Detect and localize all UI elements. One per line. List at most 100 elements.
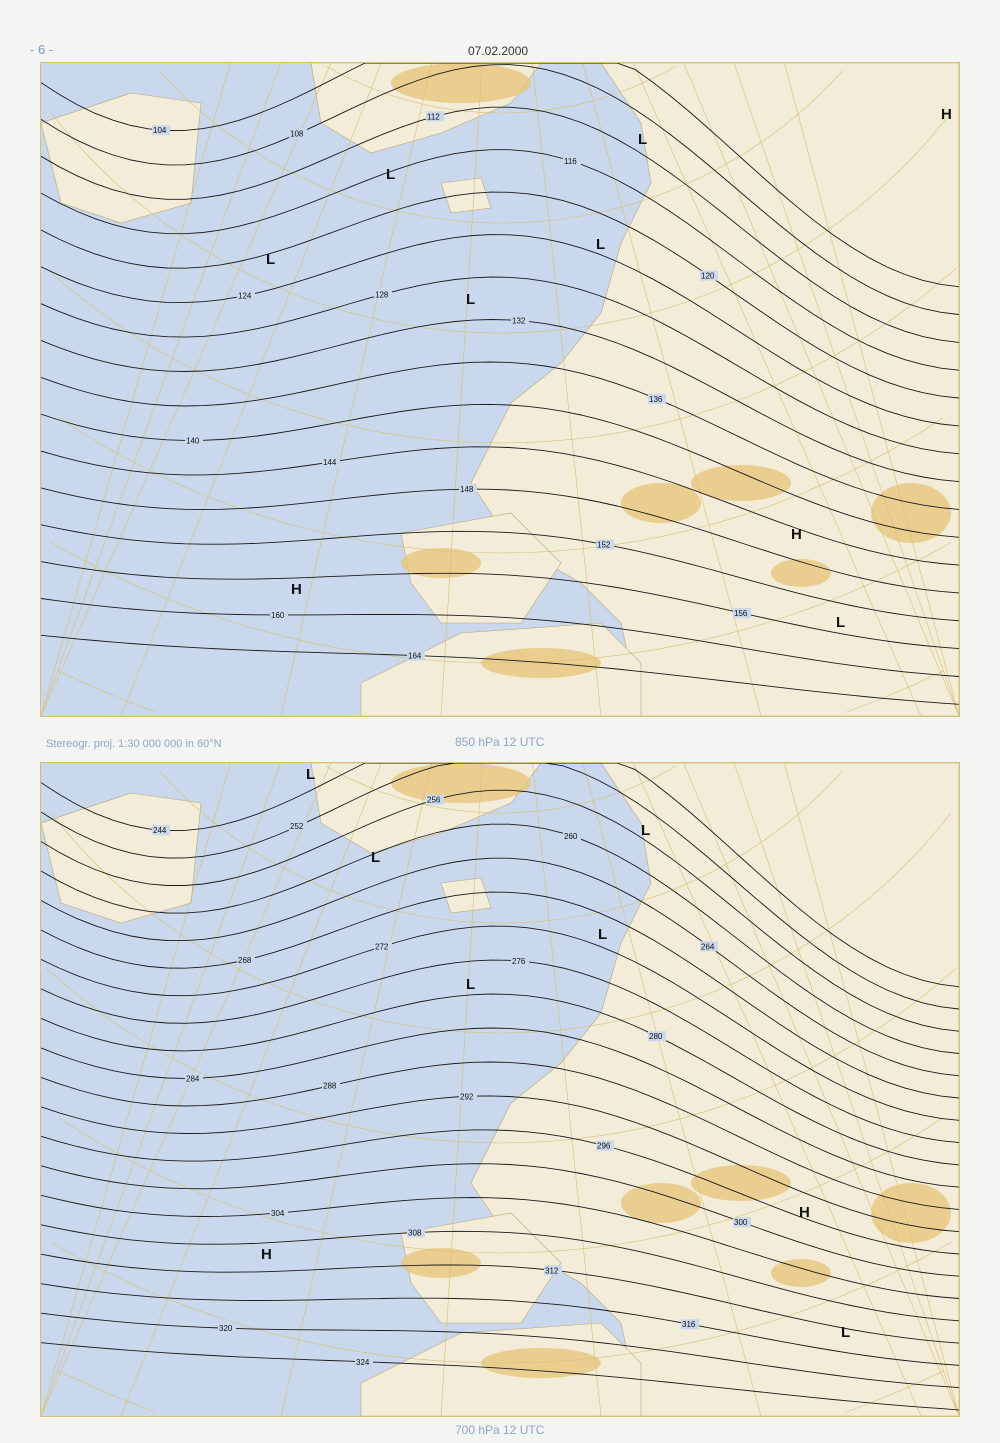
contour-line	[41, 1129, 959, 1255]
high-pressure-center: H	[791, 526, 802, 543]
contour-label: 160	[271, 611, 285, 620]
contour-line	[41, 925, 959, 1121]
contour-label-bg	[648, 393, 666, 404]
contour-label: 280	[649, 1032, 663, 1041]
contour-label-bg	[733, 608, 751, 619]
parallel	[50, 542, 952, 664]
contour-line	[41, 891, 959, 1099]
contour-label: 268	[238, 956, 252, 965]
contour-line	[41, 789, 959, 1032]
meridian	[683, 63, 959, 716]
contour-label-bg	[700, 270, 718, 281]
contour-label-bg	[407, 650, 425, 661]
contour-label: 108	[290, 130, 304, 139]
high-pressure-center: H	[799, 1204, 810, 1221]
contour-label: 116	[564, 157, 577, 166]
meridian	[41, 763, 281, 1416]
contour-label-bg	[270, 1207, 288, 1218]
high-terrain	[391, 63, 531, 103]
meridian	[280, 763, 433, 1416]
map-title-850hpa: 850 hPa 12 UTC	[455, 735, 545, 749]
contour-line	[41, 276, 959, 455]
high-terrain	[621, 483, 701, 523]
contour-label-bg	[511, 315, 529, 326]
contour-label-bg	[459, 1091, 477, 1102]
high-terrain	[771, 1259, 831, 1287]
contour-label: 264	[701, 942, 715, 951]
contour-label-bg	[185, 435, 203, 446]
contour-line	[41, 319, 959, 483]
contour-line	[41, 1312, 959, 1389]
meridian	[733, 763, 959, 1416]
parallel	[325, 765, 677, 814]
contour-line	[41, 106, 959, 343]
high-terrain	[481, 1348, 601, 1378]
contour-label-bg	[322, 457, 340, 468]
meridian	[532, 763, 602, 1416]
high-terrain	[691, 465, 791, 501]
high-terrain	[621, 1183, 701, 1223]
contour-line	[41, 361, 959, 510]
contour-line	[41, 993, 959, 1166]
parallel	[58, 670, 944, 713]
contour-line	[41, 487, 959, 594]
contour-label-bg	[596, 1140, 614, 1151]
contour-line	[41, 149, 959, 371]
contour-label: 124	[238, 291, 252, 300]
parallel	[45, 268, 957, 444]
contour-label-bg	[152, 125, 170, 136]
parallel	[59, 417, 943, 554]
contour-label: 300	[734, 1218, 748, 1227]
meridian	[733, 63, 959, 716]
parallel	[325, 65, 677, 114]
contour-line	[41, 1194, 959, 1299]
low-pressure-center: L	[371, 849, 380, 866]
low-pressure-center: L	[638, 131, 647, 148]
high-terrain	[691, 1165, 791, 1201]
map-canvas: 244 252 256 260 264 268 272 276 280 284 288 292 296 3…	[41, 763, 959, 1416]
contour-label: 312	[545, 1266, 559, 1275]
meridian	[683, 763, 959, 1416]
contour-label-bg	[237, 290, 255, 301]
map-canvas: 104 108 112 116 120 124 128 132 136 140 144 148 152 1…	[41, 63, 959, 716]
contour-label: 144	[323, 458, 337, 467]
contour-label: 252	[290, 822, 304, 831]
map-title-700hpa: 700 hPa 12 UTC	[455, 1423, 545, 1437]
contour-line	[41, 1283, 959, 1366]
contour-line	[41, 446, 959, 566]
contour-label-bg	[563, 156, 581, 167]
contour-label-bg	[322, 1080, 340, 1091]
contour-label-bg	[544, 1265, 562, 1276]
contour-label-bg	[152, 825, 170, 836]
contour-line	[41, 1342, 959, 1411]
land-area	[440, 177, 492, 214]
contour-line	[41, 1253, 959, 1344]
meridian	[632, 63, 922, 716]
contour-label-bg	[374, 289, 392, 300]
contour-label: 164	[408, 652, 422, 661]
contour-line	[41, 561, 959, 650]
meridian	[532, 63, 602, 716]
meridian	[41, 63, 332, 716]
parallel	[50, 1242, 952, 1364]
high-terrain	[401, 1248, 481, 1278]
contour-label: 316	[682, 1320, 696, 1329]
contour-label-bg	[648, 1031, 666, 1042]
contour-label-bg	[218, 1323, 236, 1334]
contour-line	[41, 64, 959, 315]
low-pressure-center: L	[596, 236, 605, 253]
contour-label-bg	[681, 1319, 699, 1330]
map-850hpa: 104 108 112 116 120 124 128 132 136 140 144 148 152 1…	[40, 62, 960, 717]
contour-label-bg	[185, 1073, 203, 1084]
page-number: - 6 -	[30, 42, 54, 57]
contour-line	[41, 959, 959, 1144]
contour-label-bg	[426, 111, 444, 122]
projection-note: Stereogr. proj. 1:30 000 000 in 60°N	[46, 738, 222, 750]
land-area	[470, 63, 959, 716]
contour-label-bg	[355, 1356, 373, 1367]
meridian	[120, 763, 382, 1416]
contour-label: 132	[512, 317, 526, 326]
land-area	[400, 1212, 562, 1324]
contour-label-bg	[407, 1227, 425, 1238]
parallel	[59, 1117, 943, 1254]
